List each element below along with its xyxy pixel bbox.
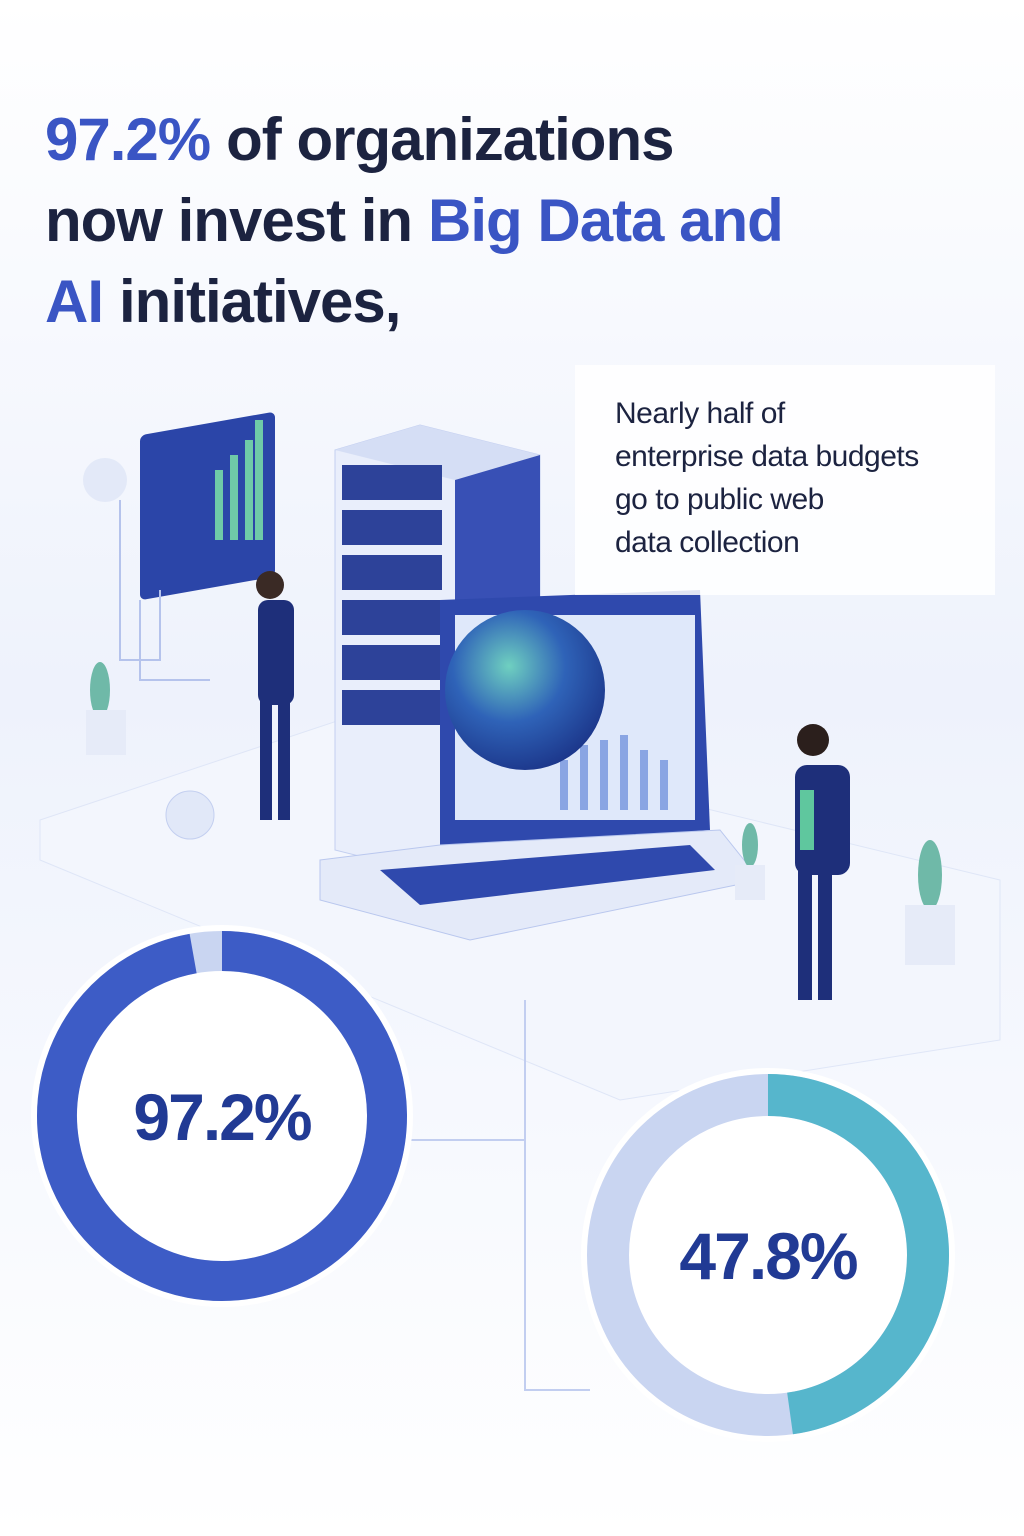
donut-bg	[31, 925, 413, 1307]
headline-segment: of organizations	[226, 106, 673, 173]
headline: 97.2% of organizations now invest in Big Da…	[45, 106, 783, 335]
headline-segment: Big Data and	[428, 187, 783, 254]
donut-value-label: 97.2%	[133, 1080, 310, 1154]
donut-value-label: 47.8%	[679, 1219, 856, 1293]
donut-arc	[767, 1074, 949, 1435]
headline-segment: initiatives,	[119, 268, 400, 335]
callout-line: data collection	[615, 526, 799, 559]
callout-line: go to public web	[615, 483, 824, 516]
headline-segment: 97.2%	[45, 106, 210, 173]
illustration	[39, 412, 1001, 1391]
callout-line: Nearly half of	[615, 397, 786, 430]
callout: Nearly half of enterprise data budgets go …	[615, 397, 919, 559]
donut-arc	[37, 931, 407, 1301]
headline-segment: AI	[45, 268, 103, 335]
callout-box	[575, 365, 995, 595]
callout-line: enterprise data budgets	[615, 440, 919, 473]
headline-segment: now invest in	[45, 187, 412, 254]
donut-bg	[581, 1068, 955, 1442]
